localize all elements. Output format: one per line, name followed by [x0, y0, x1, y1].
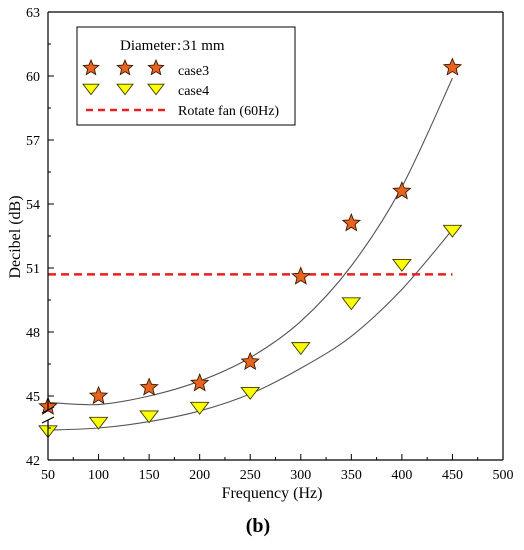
legend-label-case4: case4 — [178, 84, 209, 99]
x-tick-label: 100 — [88, 468, 109, 483]
legend-star-icon — [116, 58, 134, 76]
case4-point — [240, 386, 261, 400]
y-tick-label: 54 — [26, 198, 40, 213]
x-tick-label: 250 — [240, 468, 261, 483]
x-axis-title: Frequency (Hz) — [222, 485, 323, 502]
case3-point — [291, 266, 311, 285]
case4-point — [139, 410, 160, 424]
y-tick-label: 51 — [26, 262, 40, 277]
x-tick-label: 200 — [189, 468, 210, 483]
legend-label-rotate-fan: Rotate fan (60Hz) — [178, 104, 279, 119]
y-tick-label: 42 — [26, 454, 40, 469]
case4-point — [442, 224, 463, 238]
legend-star-icon — [147, 58, 165, 76]
y-tick-label: 45 — [26, 390, 40, 405]
case3-point — [240, 351, 260, 371]
case4-point — [341, 297, 362, 311]
case4-point — [88, 416, 109, 430]
legend-box — [76, 26, 296, 126]
x-tick-label: 350 — [341, 468, 362, 483]
case4-point — [189, 401, 210, 415]
case3-point — [442, 57, 463, 76]
y-tick-label: 57 — [26, 134, 40, 149]
x-tick-label: 150 — [139, 468, 160, 483]
legend: Diameter : 31 mm case3 case4 Rotate fan … — [76, 26, 296, 126]
x-tick-label: 50 — [41, 468, 55, 483]
legend-triangle-icon — [147, 83, 165, 96]
legend-case3-markers — [82, 58, 165, 76]
legend-case4-markers — [82, 83, 165, 96]
y-tick-label: 63 — [26, 6, 40, 21]
panel-label: (b) — [246, 515, 270, 537]
legend-triangle-icon — [82, 83, 100, 96]
x-tick-label: 400 — [391, 468, 412, 483]
case3-point — [88, 385, 109, 405]
axis-break-mark-1 — [41, 406, 55, 414]
axes: 50 100 150 200 250 300 350 400 450 500 42 45 48 51 54 5… — [26, 6, 514, 483]
y-axis-title: Decibel (dB) — [7, 195, 24, 278]
data-markers — [38, 57, 463, 439]
x-tick-label: 450 — [442, 468, 463, 483]
case3-point — [189, 373, 210, 392]
axis-break-mark-2 — [41, 416, 55, 424]
fit-curves — [47, 77, 453, 431]
case3-point — [341, 213, 362, 232]
case3-point — [139, 377, 159, 396]
legend-star-icon — [82, 58, 100, 76]
legend-triangle-icon — [116, 83, 134, 96]
x-tick-label: 300 — [290, 468, 311, 483]
fit-curve-case4 — [47, 229, 453, 431]
case4-point — [290, 342, 311, 356]
case3-point — [392, 181, 412, 200]
legend-label-case3: case3 — [178, 64, 209, 79]
y-tick-label: 48 — [26, 326, 40, 341]
y-tick-label: 60 — [26, 70, 40, 85]
case4-point — [391, 258, 412, 272]
x-tick-label: 500 — [493, 468, 514, 483]
legend-title: Diameter : 31 mm — [120, 38, 225, 54]
